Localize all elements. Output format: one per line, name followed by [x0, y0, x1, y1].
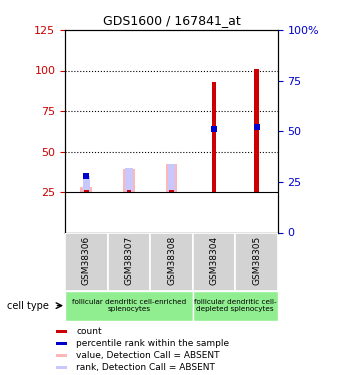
Bar [211, 126, 217, 132]
Bar [65, 291, 193, 321]
Bar [56, 354, 68, 357]
Text: GSM38305: GSM38305 [252, 236, 261, 285]
Bar [166, 165, 177, 192]
Bar [56, 342, 68, 345]
Bar [83, 173, 90, 178]
Bar [150, 232, 193, 291]
Bar [169, 190, 174, 193]
Text: GSM38304: GSM38304 [210, 236, 218, 285]
Bar [193, 232, 235, 291]
Text: follicular dendritic cell-
depleted splenocytes: follicular dendritic cell- depleted sple… [194, 299, 276, 312]
Bar [127, 190, 131, 193]
Text: value, Detection Call = ABSENT: value, Detection Call = ABSENT [76, 351, 220, 360]
Bar [83, 176, 90, 192]
Text: GSM38308: GSM38308 [167, 236, 176, 285]
Bar [125, 168, 133, 192]
Bar [65, 232, 108, 291]
Bar [81, 187, 92, 192]
Bar [84, 190, 88, 193]
Text: follicular dendritic cell-enriched
splenocytes: follicular dendritic cell-enriched splen… [72, 299, 186, 312]
Bar [212, 82, 216, 192]
Bar [193, 291, 278, 321]
Bar [253, 124, 260, 130]
Text: count: count [76, 327, 102, 336]
Text: GSM38306: GSM38306 [82, 236, 91, 285]
Bar [255, 69, 259, 192]
Bar [56, 366, 68, 369]
Bar [108, 232, 150, 291]
Text: cell type: cell type [7, 301, 49, 310]
Text: rank, Detection Call = ABSENT: rank, Detection Call = ABSENT [76, 363, 215, 372]
Bar [123, 170, 135, 192]
Bar [168, 165, 175, 192]
Title: GDS1600 / 167841_at: GDS1600 / 167841_at [103, 15, 240, 27]
Bar [235, 232, 278, 291]
Bar [56, 330, 68, 333]
Text: percentile rank within the sample: percentile rank within the sample [76, 339, 229, 348]
Text: GSM38307: GSM38307 [125, 236, 133, 285]
